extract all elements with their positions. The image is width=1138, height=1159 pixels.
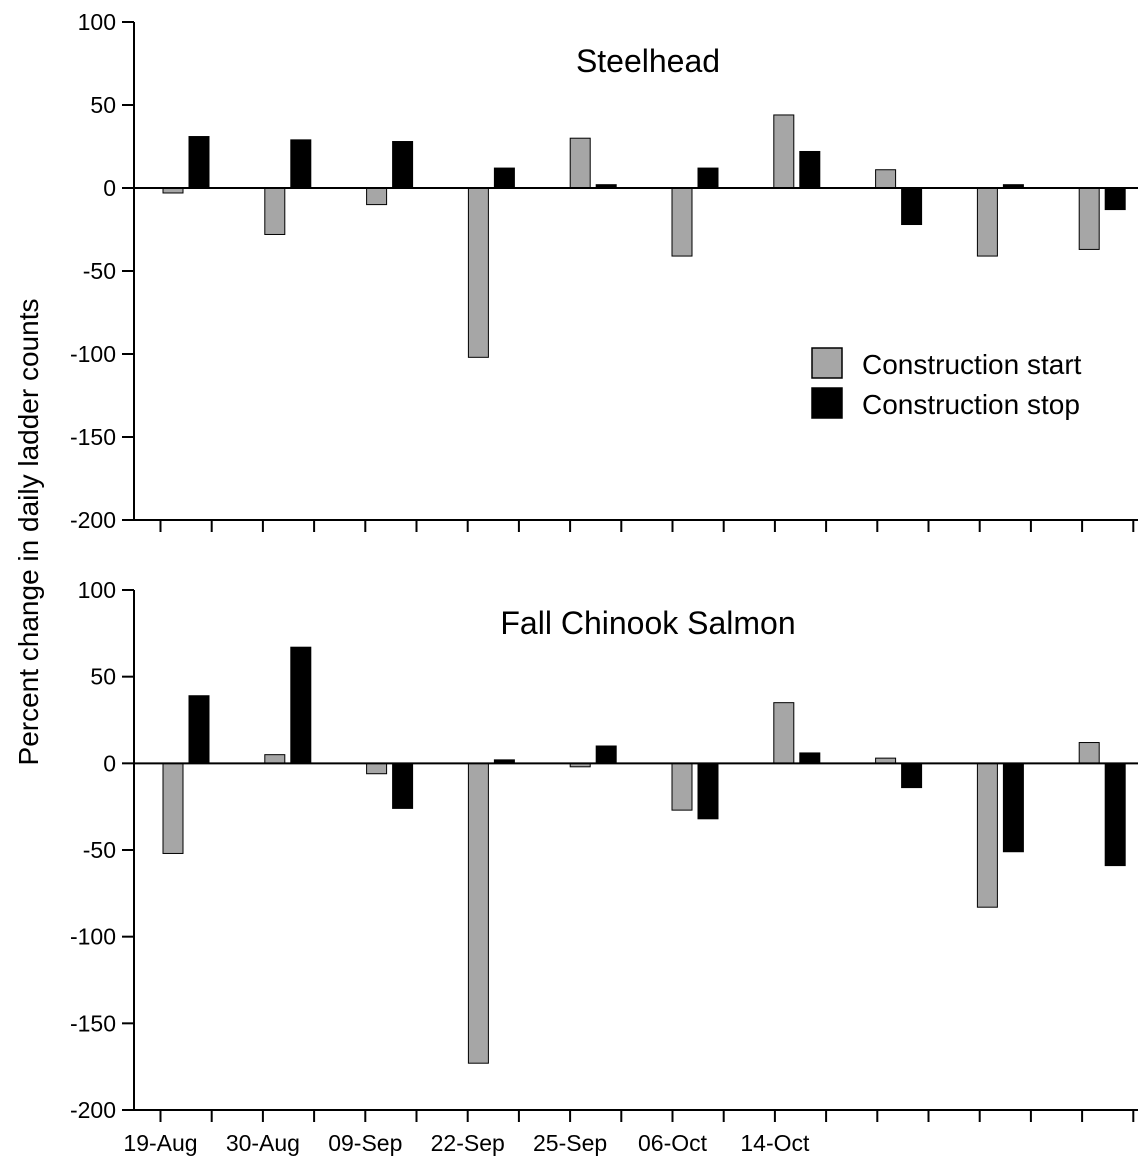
bar-construction-start [162, 762, 184, 854]
bar-construction-stop [392, 762, 414, 809]
bar-construction-stop [901, 762, 923, 789]
y-tick-label: 0 [103, 750, 116, 776]
y-tick-label: 100 [78, 9, 116, 35]
y-tick-label: 50 [90, 664, 116, 690]
legend-swatch [811, 347, 843, 379]
bar-construction-start [976, 187, 998, 257]
y-tick-label: -50 [83, 837, 116, 863]
bar-construction-start [773, 114, 795, 189]
bar-construction-start [875, 169, 897, 189]
bar-construction-stop [1104, 187, 1126, 211]
y-axis-label: Percent change in daily ladder counts [13, 299, 44, 766]
panel-title: Fall Chinook Salmon [500, 605, 795, 641]
bar-construction-start [773, 702, 795, 764]
legend-label: Construction start [862, 349, 1082, 380]
bar-construction-stop [799, 752, 821, 764]
bar-construction-start [366, 762, 388, 775]
panel-title: Steelhead [576, 43, 720, 79]
bar-construction-stop [188, 695, 210, 764]
x-tick-label: 14-Oct [740, 1130, 810, 1156]
bar-construction-stop [1104, 762, 1126, 867]
legend-label: Construction stop [862, 389, 1080, 420]
bar-construction-start [671, 187, 693, 257]
bar-construction-stop [901, 187, 923, 226]
y-tick-label: -200 [70, 1097, 116, 1123]
bar-construction-start [264, 187, 286, 235]
y-tick-label: -100 [70, 924, 116, 950]
bar-construction-stop [188, 136, 210, 189]
bar-construction-stop [493, 167, 515, 189]
bar-construction-start [264, 754, 286, 764]
bar-construction-start [976, 762, 998, 908]
bar-construction-stop [697, 167, 719, 189]
bar-construction-stop [1002, 762, 1024, 853]
bar-construction-stop [290, 139, 312, 189]
bar-construction-start [467, 187, 489, 358]
bar-construction-stop [392, 141, 414, 189]
x-tick-label: 06-Oct [638, 1130, 708, 1156]
y-tick-label: 50 [90, 92, 116, 118]
bar-construction-stop [799, 150, 821, 189]
bar-construction-start [671, 762, 693, 811]
bar-construction-start [467, 762, 489, 1064]
x-tick-label: 25-Sep [533, 1130, 607, 1156]
x-tick-label: 19-Aug [123, 1130, 197, 1156]
y-tick-label: -100 [70, 341, 116, 367]
y-tick-label: 0 [103, 175, 116, 201]
y-tick-label: -150 [70, 424, 116, 450]
bar-construction-stop [290, 646, 312, 764]
y-tick-label: -200 [70, 507, 116, 533]
bar-construction-stop [595, 745, 617, 764]
bar-construction-start [366, 187, 388, 206]
bar-construction-start [1078, 742, 1100, 764]
bar-construction-start [569, 137, 591, 189]
legend-swatch [811, 387, 843, 419]
y-tick-label: -50 [83, 258, 116, 284]
y-tick-label: -150 [70, 1010, 116, 1036]
bar-construction-stop [697, 762, 719, 820]
y-tick-label: 100 [78, 577, 116, 603]
bar-construction-start [1078, 187, 1100, 250]
x-tick-label: 22-Sep [431, 1130, 505, 1156]
x-tick-label: 30-Aug [226, 1130, 300, 1156]
x-tick-label: 09-Sep [328, 1130, 402, 1156]
